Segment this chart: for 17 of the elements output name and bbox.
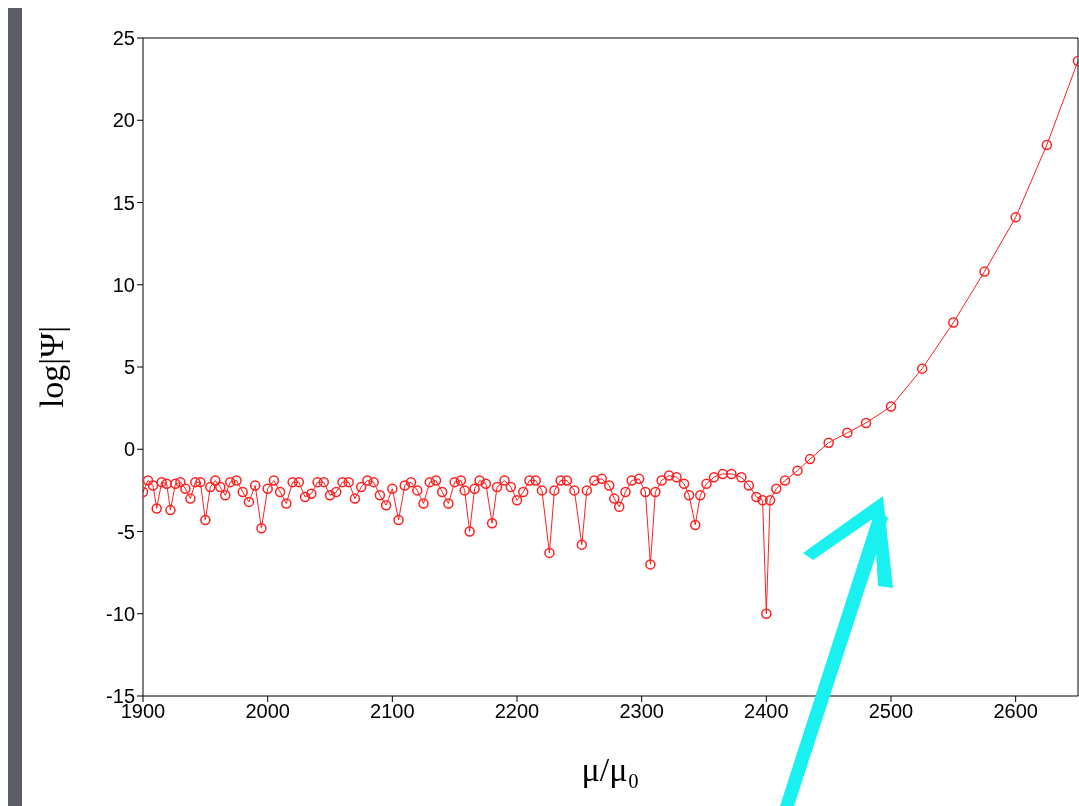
y-tick-label: 20 bbox=[112, 109, 135, 132]
y-tick-label: 0 bbox=[123, 438, 135, 461]
x-tick-label: 2200 bbox=[494, 700, 540, 723]
y-tick-label: -5 bbox=[117, 520, 135, 543]
x-tick-label: 2500 bbox=[868, 700, 914, 723]
y-tick-label: -10 bbox=[106, 602, 135, 625]
x-tick-label: 2000 bbox=[245, 700, 290, 723]
x-tick-label: 2100 bbox=[370, 700, 415, 723]
y-tick-label: 5 bbox=[123, 356, 135, 379]
y-tick-label: 25 bbox=[112, 27, 135, 50]
y-axis-title: log|Ψ| bbox=[33, 325, 70, 409]
x-tick-label: 2300 bbox=[619, 700, 664, 723]
x-tick-label: 2400 bbox=[744, 700, 789, 723]
x-axis-title: μ/μ₀ bbox=[581, 751, 640, 788]
y-tick-label: 10 bbox=[112, 273, 135, 296]
x-tick-label: 2600 bbox=[993, 700, 1038, 723]
y-tick-label: 15 bbox=[112, 191, 135, 214]
